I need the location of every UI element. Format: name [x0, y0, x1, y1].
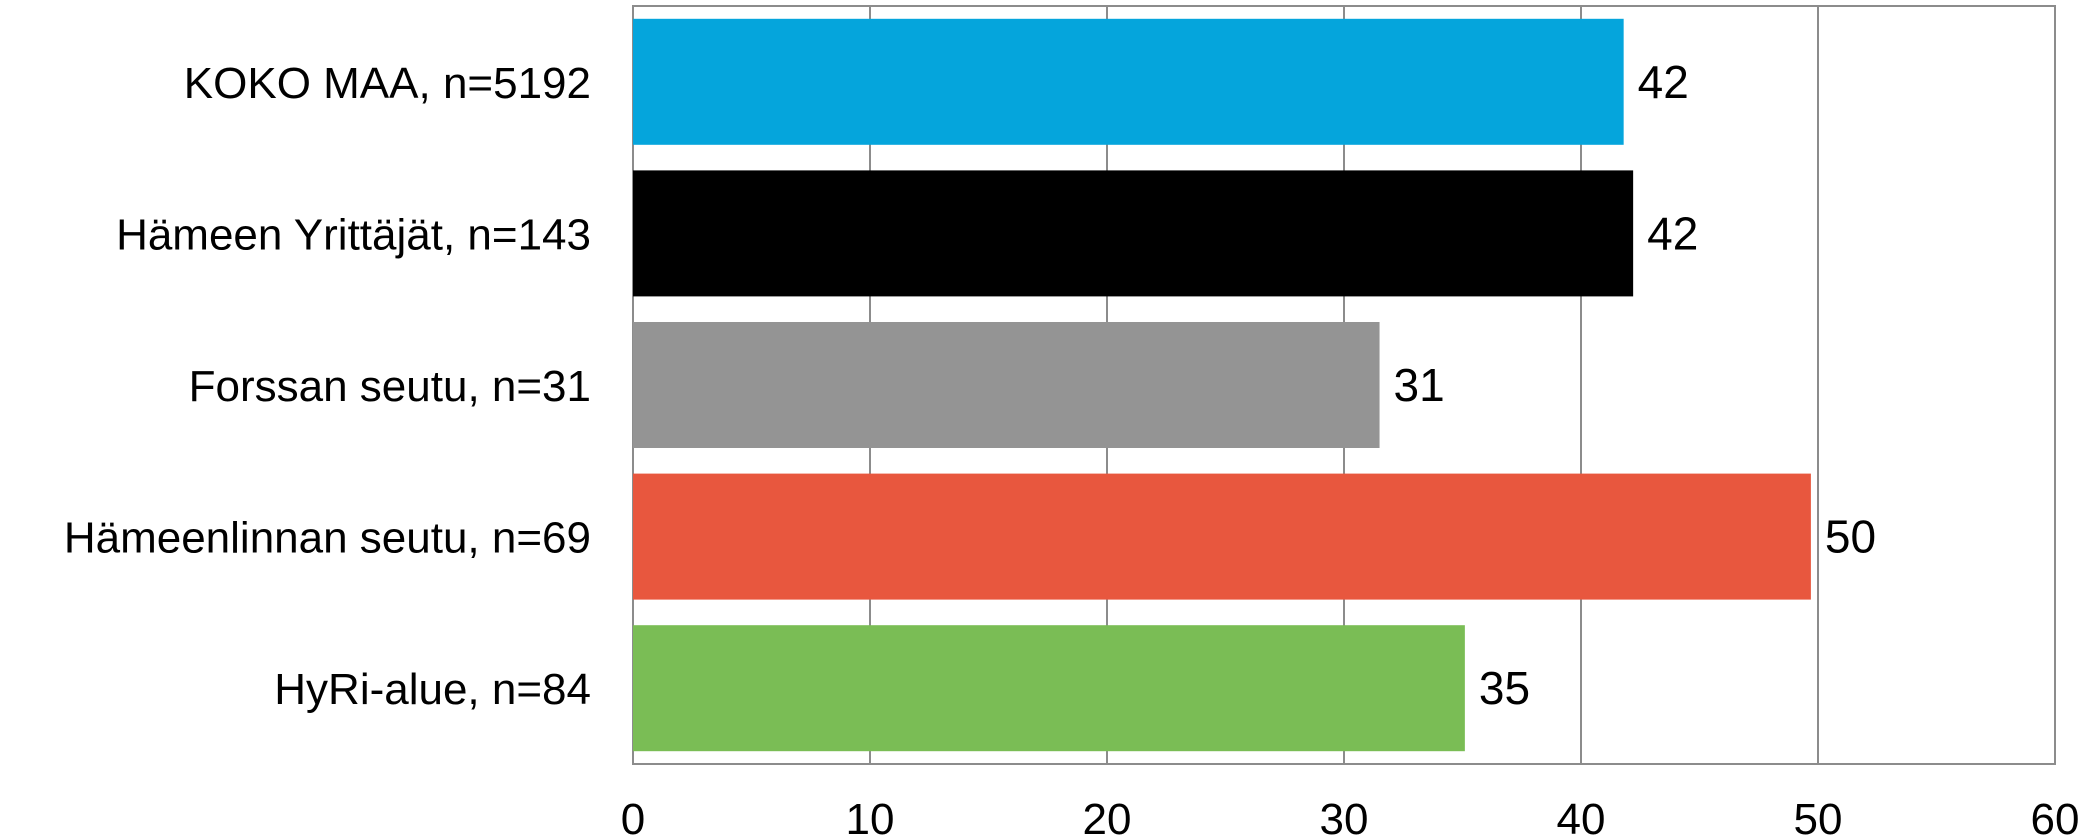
x-tick-label-0: 0 [621, 795, 645, 838]
x-tick-label-10: 10 [846, 795, 895, 838]
category-label-2: Hämeen Yrittäjät, n=143 [116, 210, 591, 259]
data-label-1: 42 [1638, 56, 1689, 108]
data-label-5: 35 [1479, 662, 1530, 714]
x-axis-tick-labels: 0 10 20 30 40 50 60 [621, 795, 2080, 838]
x-tick-label-50: 50 [1794, 795, 1843, 838]
bar-4 [633, 473, 1811, 600]
category-labels: KOKO MAA, n=5192 Hämeen Yrittäjät, n=143 F… [64, 59, 591, 714]
bar-1 [633, 18, 1624, 145]
bar-2 [633, 170, 1634, 297]
x-tick-label-40: 40 [1557, 795, 1606, 838]
category-label-5: HyRi-alue, n=84 [274, 665, 591, 714]
category-label-4: Hämeenlinnan seutu, n=69 [64, 514, 591, 563]
data-labels: 42 42 31 50 35 [1394, 56, 1877, 714]
bars [633, 18, 1811, 752]
x-tick-label-30: 30 [1320, 795, 1369, 838]
x-tick-label-20: 20 [1083, 795, 1132, 838]
category-label-1: KOKO MAA, n=5192 [184, 59, 591, 108]
x-tick-label-60: 60 [2031, 795, 2080, 838]
category-label-3: Forssan seutu, n=31 [189, 362, 591, 411]
data-label-2: 42 [1647, 207, 1698, 259]
bar-5 [633, 625, 1465, 752]
data-label-3: 31 [1394, 359, 1445, 411]
bar-3 [633, 322, 1380, 448]
data-label-4: 50 [1825, 511, 1876, 563]
